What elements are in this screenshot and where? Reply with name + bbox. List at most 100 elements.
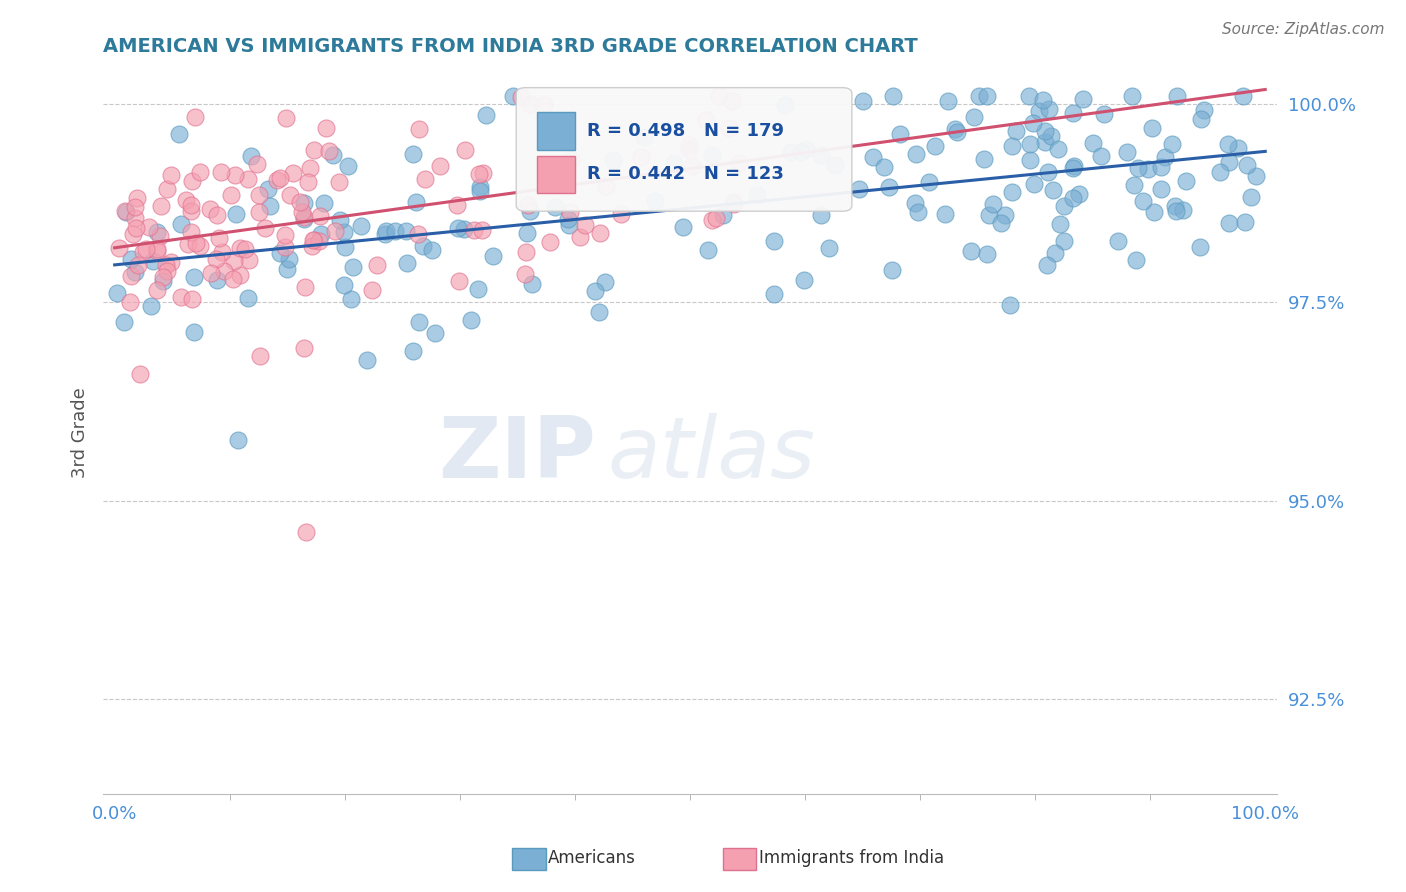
Point: [269, 245, 291, 260]
Point: [1163, 199, 1185, 213]
Point: [273, 227, 295, 242]
Point: [384, 224, 406, 238]
Text: Immigrants from India: Immigrants from India: [759, 849, 945, 867]
Point: [408, 121, 430, 136]
Point: [274, 112, 297, 126]
Point: [146, 225, 169, 239]
Point: [1132, 194, 1154, 208]
Point: [204, 252, 226, 266]
Point: [862, 150, 884, 164]
Point: [1218, 154, 1240, 169]
Point: [429, 159, 451, 173]
Point: [1234, 214, 1257, 228]
Point: [889, 127, 911, 141]
Point: [794, 142, 817, 156]
Point: [309, 227, 332, 241]
Point: [118, 295, 141, 310]
Point: [810, 208, 832, 222]
Point: [180, 173, 202, 187]
Point: [678, 142, 700, 156]
Point: [905, 147, 928, 161]
Point: [212, 264, 235, 278]
Point: [205, 208, 228, 222]
Point: [328, 175, 350, 189]
Point: [221, 272, 243, 286]
Point: [281, 166, 304, 180]
Point: [142, 254, 165, 268]
Point: [717, 120, 740, 135]
Point: [180, 203, 202, 218]
Point: [333, 240, 356, 254]
Point: [610, 207, 633, 221]
Point: [396, 256, 419, 270]
Point: [124, 200, 146, 214]
Point: [1033, 136, 1056, 150]
Point: [502, 88, 524, 103]
Point: [124, 264, 146, 278]
Point: [678, 138, 700, 153]
Point: [269, 170, 291, 185]
Point: [141, 299, 163, 313]
Point: [236, 291, 259, 305]
Point: [934, 207, 956, 221]
Point: [1218, 216, 1240, 230]
Point: [408, 315, 430, 329]
Point: [112, 315, 135, 329]
Point: [630, 150, 652, 164]
Point: [1062, 161, 1084, 175]
Point: [299, 161, 322, 175]
Point: [998, 298, 1021, 312]
Point: [1153, 150, 1175, 164]
Point: [790, 145, 813, 160]
Point: [454, 144, 477, 158]
Point: [1090, 149, 1112, 163]
Point: [226, 434, 249, 448]
Point: [963, 110, 986, 124]
Point: [148, 228, 170, 243]
Point: [105, 286, 128, 301]
Point: [152, 273, 174, 287]
Point: [449, 274, 471, 288]
Point: [873, 160, 896, 174]
Point: [221, 187, 243, 202]
Point: [633, 129, 655, 144]
Point: [225, 206, 247, 220]
Point: [721, 94, 744, 108]
Point: [1036, 165, 1059, 179]
Point: [180, 225, 202, 239]
Point: [146, 242, 169, 256]
Point: [114, 203, 136, 218]
Point: [728, 156, 751, 170]
Point: [124, 220, 146, 235]
Point: [973, 152, 995, 166]
Point: [288, 194, 311, 209]
Point: [447, 221, 470, 235]
Point: [967, 88, 990, 103]
Point: [302, 233, 325, 247]
Point: [1143, 204, 1166, 219]
Point: [467, 167, 489, 181]
Point: [308, 209, 330, 223]
Point: [395, 225, 418, 239]
Point: [1018, 88, 1040, 103]
Point: [560, 153, 582, 167]
Point: [602, 153, 624, 167]
Point: [276, 262, 298, 277]
Point: [994, 208, 1017, 222]
Point: [672, 219, 695, 234]
Point: [294, 280, 316, 294]
Point: [125, 191, 148, 205]
Point: [1226, 141, 1249, 155]
Point: [208, 231, 231, 245]
Point: [1049, 217, 1071, 231]
Point: [588, 305, 610, 319]
Point: [1232, 88, 1254, 103]
Point: [1216, 136, 1239, 151]
Point: [170, 217, 193, 231]
Point: [188, 165, 211, 179]
Point: [557, 212, 579, 227]
Point: [238, 252, 260, 267]
Point: [180, 198, 202, 212]
Point: [1032, 93, 1054, 107]
Point: [446, 198, 468, 212]
